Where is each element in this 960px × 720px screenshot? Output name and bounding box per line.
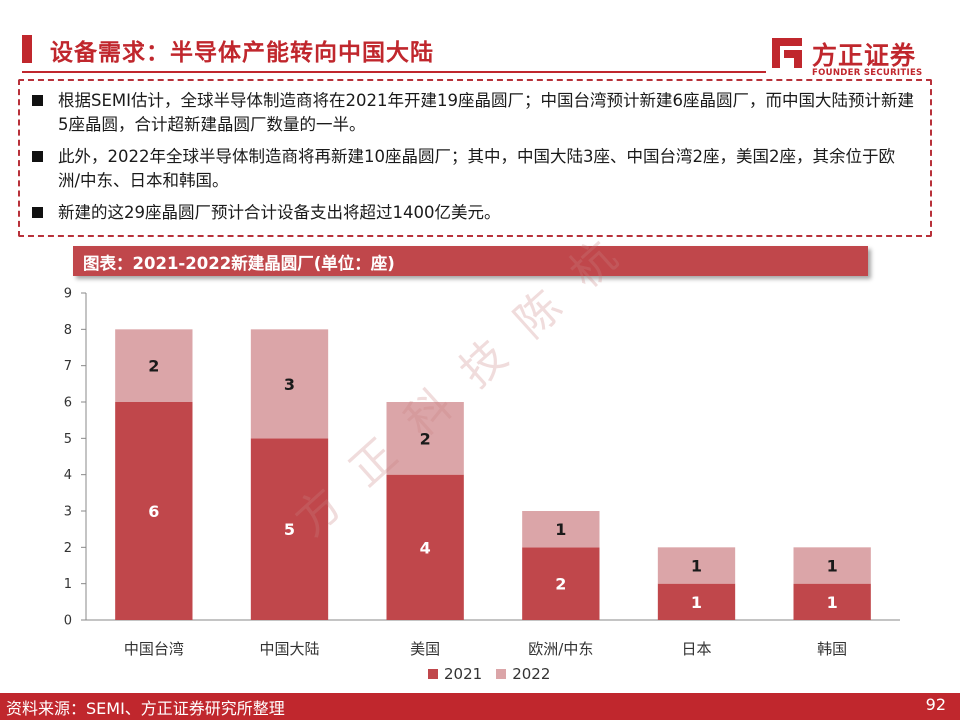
page-title: 设备需求：半导体产能转向中国大陆	[50, 40, 434, 66]
square-bullet-icon	[32, 207, 43, 218]
bar-2021	[522, 547, 600, 620]
y-tick-label: 9	[64, 287, 72, 302]
logo-text-cn: 方正证券	[812, 41, 917, 70]
data-label-2021: 5	[284, 520, 295, 539]
data-label-2022: 1	[691, 557, 702, 576]
page-number: 92	[925, 695, 946, 714]
bar-2022	[522, 511, 600, 548]
x-tick-label: 中国大陆	[259, 640, 319, 658]
footer-bar: 资料来源：SEMI、方正证券研究所整理 92	[0, 693, 960, 720]
x-tick-label: 韩国	[817, 640, 847, 658]
data-label-2021: 1	[691, 593, 702, 612]
data-label-2021: 4	[420, 538, 431, 557]
title-rule	[22, 71, 766, 73]
bullet-item: 根据SEMI估计，全球半导体制造商将在2021年开建19座晶圆厂；中国台湾预计新…	[32, 89, 916, 137]
bar-2022	[657, 547, 736, 584]
y-tick-label: 3	[64, 505, 72, 520]
square-bullet-icon	[32, 151, 43, 162]
data-label-2021: 1	[827, 593, 838, 612]
bullet-text: 此外，2022年全球半导体制造商将再新建10座晶圆厂；其中，中国大陆3座、中国台…	[58, 147, 895, 190]
x-tick-label: 美国	[410, 640, 440, 658]
bar-2022	[386, 402, 464, 475]
legend-label-2021: 2021	[444, 665, 483, 683]
founder-logo-icon	[772, 38, 802, 68]
bar-2021	[250, 438, 329, 620]
x-tick-label: 中国台湾	[124, 640, 184, 658]
footer-source: 资料来源：SEMI、方正证券研究所整理	[6, 699, 285, 718]
data-label-2022: 3	[284, 375, 295, 394]
bar-2021	[115, 402, 193, 620]
legend-label-2022: 2022	[512, 665, 551, 683]
y-tick-label: 2	[64, 541, 72, 556]
y-tick-label: 8	[64, 323, 72, 338]
bullet-text: 根据SEMI估计，全球半导体制造商将在2021年开建19座晶圆厂；中国台湾预计新…	[58, 91, 914, 134]
stacked-bar-chart: 0 1 2 3 4 5 6 7 8 9 6 2 中国台湾 5 3 中国大陆 4 2 美国 2 1 欧洲/中东 1 1 日本 1 1 韩…	[64, 287, 900, 658]
bar-2022	[793, 547, 871, 584]
founder-logo: 方正证券 FOUNDER SECURITIES	[768, 34, 938, 84]
data-label-2022: 2	[420, 429, 431, 448]
square-bullet-icon	[32, 95, 43, 106]
y-tick-label: 1	[64, 577, 72, 592]
data-label-2021: 2	[555, 575, 566, 594]
bar-2022	[250, 329, 329, 439]
title-accent-bar	[22, 35, 32, 63]
bar-2021	[793, 583, 871, 620]
legend-item-2021: 2021	[428, 665, 482, 683]
x-tick-label: 日本	[681, 640, 711, 658]
bullet-text: 新建的这29座晶圆厂预计合计设备支出将超过1400亿美元。	[58, 203, 501, 222]
y-tick-label: 4	[64, 468, 72, 483]
legend-item-2022: 2022	[496, 665, 550, 683]
legend-swatch-2022	[496, 669, 507, 679]
y-tick-label: 7	[64, 359, 72, 374]
bar-2022	[115, 329, 193, 402]
chart-title-bar: 图表：2021-2022新建晶圆厂(单位：座)	[73, 246, 868, 276]
chart-legend: 2021 2022	[428, 665, 564, 683]
bullet-item: 此外，2022年全球半导体制造商将再新建10座晶圆厂；其中，中国大陆3座、中国台…	[32, 145, 916, 193]
summary-box: 根据SEMI估计，全球半导体制造商将在2021年开建19座晶圆厂；中国台湾预计新…	[18, 79, 932, 237]
bar-2021	[657, 583, 736, 620]
data-label-2022: 1	[555, 520, 566, 539]
bullet-item: 新建的这29座晶圆厂预计合计设备支出将超过1400亿美元。	[32, 201, 916, 225]
data-label-2022: 1	[827, 557, 838, 576]
logo-text-en: FOUNDER SECURITIES	[812, 68, 923, 78]
y-tick-label: 6	[64, 396, 72, 411]
data-label-2021: 6	[148, 502, 159, 521]
data-label-2022: 2	[148, 357, 159, 376]
chart-title: 图表：2021-2022新建晶圆厂(单位：座)	[83, 254, 395, 273]
y-tick-label: 5	[64, 432, 72, 447]
y-tick-label: 0	[64, 614, 72, 629]
legend-swatch-2021	[428, 669, 438, 679]
x-tick-label: 欧洲/中东	[528, 640, 593, 658]
bar-2021	[386, 474, 464, 620]
